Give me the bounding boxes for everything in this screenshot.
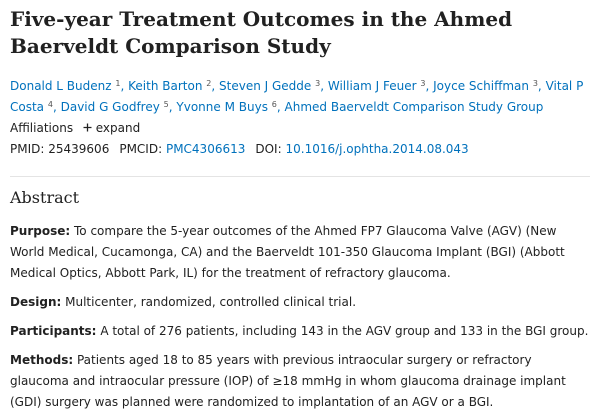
affiliations: Affiliations expand [10, 118, 590, 139]
separator: , [425, 79, 430, 93]
author-name[interactable]: Steven J Gedde [219, 79, 312, 93]
affiliation-number: 3 [315, 79, 321, 88]
identifier-value[interactable]: 10.1016/j.ophtha.2014.08.043 [285, 142, 469, 156]
section-text: Multicenter, randomized, controlled clin… [65, 295, 357, 309]
abstract-section: Design: Multicenter, randomized, control… [10, 292, 590, 313]
author-name[interactable]: William J Feuer [327, 79, 417, 93]
abstract-heading: Abstract [10, 188, 80, 207]
affiliation-number: 4 [47, 100, 53, 109]
affiliation-number: 5 [163, 100, 169, 109]
affiliation-number: 6 [271, 100, 277, 109]
separator: , [211, 79, 216, 93]
affiliation-number: 3 [532, 79, 538, 88]
plus-icon [83, 123, 92, 132]
section-label: Purpose: [10, 224, 71, 238]
author-list: Donald L Budenz 1, Keith Barton 2, Steve… [10, 76, 590, 118]
author-name[interactable]: Ahmed Baerveldt Comparison Study Group [284, 100, 544, 114]
affiliation-number: 3 [420, 79, 426, 88]
section-label: Design: [10, 295, 62, 309]
page-body: Five-year Treatment Outcomes in the Ahme… [10, 7, 590, 409]
section-text: Patients aged 18 to 85 years with previo… [10, 353, 566, 409]
identifier-value[interactable]: PMC4306613 [165, 142, 246, 156]
separator: , [276, 100, 281, 114]
abstract-section: Methods: Patients aged 18 to 85 years wi… [10, 350, 590, 413]
author-name[interactable]: Vital P Costa [10, 79, 584, 114]
separator: , [320, 79, 325, 93]
separator: , [120, 79, 125, 93]
divider [10, 176, 590, 177]
article-title: Five-year Treatment Outcomes in the Ahme… [10, 7, 513, 58]
affiliations-label: Affiliations [10, 121, 74, 135]
identifier-label: PMCID: [119, 142, 163, 156]
identifier-label: DOI: [255, 142, 282, 156]
expand-toggle[interactable]: expand [83, 121, 140, 135]
separator: , [168, 100, 173, 114]
identifier-label: PMID: [10, 142, 45, 156]
separator: , [537, 79, 542, 93]
identifier-value: 25439606 [48, 142, 110, 156]
expand-label[interactable]: expand [95, 121, 141, 135]
author-name[interactable]: Yvonne M Buys [176, 100, 268, 114]
section-text: To compare the 5-year outcomes of the Ah… [10, 224, 565, 280]
separator: , [52, 100, 57, 114]
section-label: Methods: [10, 353, 74, 367]
affiliation-number: 2 [206, 79, 212, 88]
author-name[interactable]: Keith Barton [128, 79, 203, 93]
abstract-body: Purpose: To compare the 5-year outcomes … [10, 221, 590, 413]
section-text: A total of 276 patients, including 143 i… [100, 324, 589, 338]
affiliation-number: 1 [115, 79, 121, 88]
section-label: Participants: [10, 324, 97, 338]
abstract-section: Participants: A total of 276 patients, i… [10, 321, 590, 342]
abstract-section: Purpose: To compare the 5-year outcomes … [10, 221, 590, 284]
identifiers: PMID: 25439606 PMCID: PMC4306613 DOI: 10.1… [10, 139, 590, 160]
author-name[interactable]: David G Godfrey [60, 100, 160, 114]
author-name[interactable]: Joyce Schiffman [433, 79, 529, 93]
author-name[interactable]: Donald L Budenz [10, 79, 112, 93]
